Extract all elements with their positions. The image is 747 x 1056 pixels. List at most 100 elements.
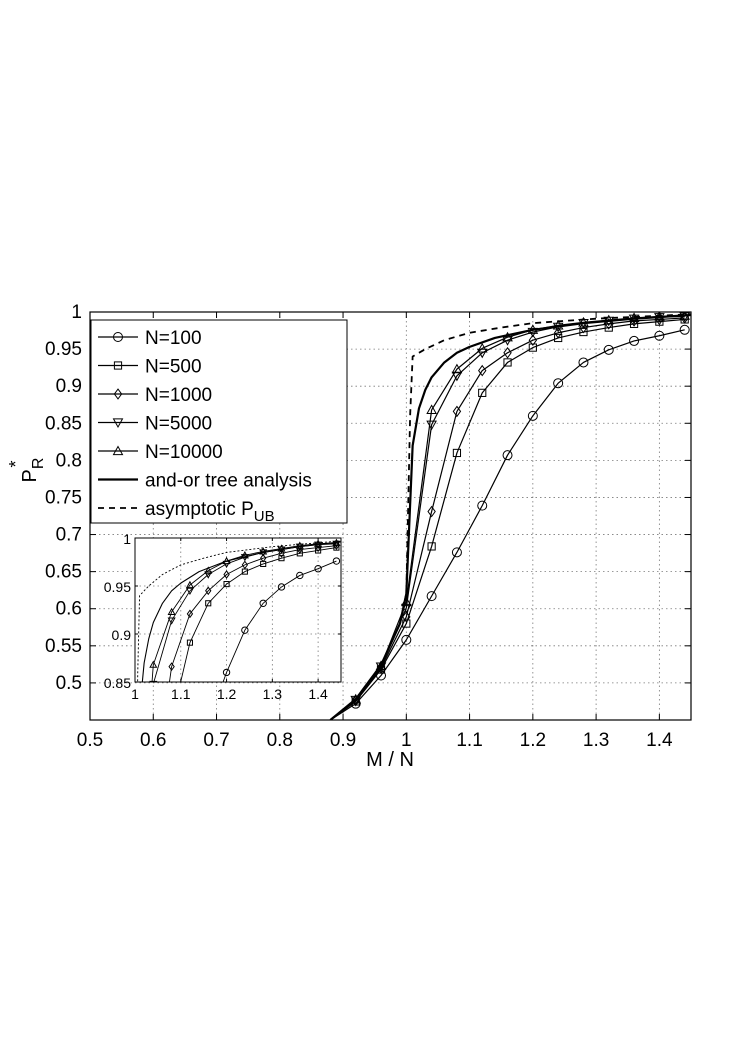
inset-ticks: 1 1.1 1.2 1.3 1.4 0.85 0.9 0.95 1	[104, 531, 341, 702]
legend-label-5: and-or tree analysis	[145, 471, 312, 492]
inset-background	[135, 538, 341, 682]
inset-series-point-0	[241, 626, 249, 634]
inset-grid	[135, 538, 341, 682]
main-series-point-4	[552, 319, 564, 330]
main-series-point-1	[528, 343, 537, 352]
main-series-point-2	[604, 318, 613, 330]
main-series-line-0	[330, 329, 685, 720]
legend-label-text-4: N=10000	[145, 442, 223, 463]
main-series-point-0	[629, 335, 640, 346]
main-series-point-1	[478, 388, 487, 397]
main-series-point-3	[527, 327, 539, 338]
inset-series-point-4	[185, 580, 194, 589]
main-y-tick-label: 0.6	[56, 599, 82, 620]
legend-box	[90, 319, 348, 524]
inset-x-tick-label: 1.3	[263, 686, 283, 702]
inset-series-point-0	[277, 583, 286, 591]
legend-label-2: N=1000	[145, 385, 212, 406]
legend-label-text-5: and-or tree analysis	[145, 471, 312, 492]
inset-series-point-1	[186, 639, 193, 646]
main-series-layer	[329, 312, 691, 720]
inset-x-tick-label: 1.2	[217, 686, 237, 702]
legend-label-text-2: N=1000	[145, 385, 212, 406]
main-series-point-1	[554, 333, 563, 343]
legend-label-4: N=10000	[145, 442, 223, 463]
inset-series-point-4	[295, 541, 304, 549]
main-series-point-0	[401, 634, 412, 645]
main-x-tick-label: 0.9	[330, 730, 356, 751]
main-series-line-1	[330, 318, 685, 720]
inset-series-line-6	[137, 540, 341, 682]
main-series-point-3	[476, 348, 488, 359]
inset-y-tick-label: 0.85	[104, 675, 131, 691]
legend-label-3: N=5000	[145, 414, 212, 435]
y-axis-label: PR *	[6, 458, 47, 483]
main-series-point-2	[452, 405, 462, 418]
main-series-line-2	[330, 317, 685, 720]
main-series-point-0	[477, 500, 488, 511]
inset-y-tick-label: 1	[123, 531, 131, 547]
legend-label-text-3: N=5000	[145, 414, 212, 435]
inset-series-point-0	[296, 571, 304, 580]
main-x-tick-label: 0.7	[203, 730, 229, 751]
inset-frame	[134, 537, 342, 683]
y-axis-label-main: P	[19, 469, 41, 482]
legend-marker-0	[113, 332, 123, 342]
inset-series-point-4	[204, 566, 213, 574]
main-y-tick-label: 0.75	[45, 487, 82, 508]
inset-y-tick-label: 0.95	[104, 579, 131, 595]
legend-label-text-1: N=500	[145, 357, 202, 378]
inset-series-point-3	[204, 571, 213, 579]
main-y-tick-label: 0.65	[45, 562, 82, 583]
inset-series-point-1	[205, 600, 212, 607]
inset-series-point-2	[259, 553, 267, 563]
inset-series-point-1	[278, 555, 285, 562]
main-x-tick-label: 1.1	[456, 730, 482, 751]
legend-label-text-6: asymptotic P	[145, 499, 254, 520]
main-series-point-4	[375, 660, 387, 670]
y-axis-label-sup: *	[6, 461, 26, 468]
main-series-point-0	[553, 378, 564, 389]
inset-series-point-0	[259, 599, 267, 607]
main-series-point-0	[603, 344, 614, 355]
y-axis-label-sub: R	[30, 458, 47, 470]
inset-series-layer	[137, 538, 341, 682]
main-series-point-0	[679, 324, 690, 335]
main-series-point-2	[528, 334, 538, 346]
inset-series-line-1	[180, 547, 337, 682]
main-x-tick-label: 1	[401, 730, 412, 751]
main-series-point-0	[527, 410, 538, 421]
inset-series-point-2	[205, 586, 212, 596]
inset-series-point-3	[332, 540, 341, 548]
main-series-point-0	[578, 357, 589, 368]
main-y-tick-label: 0.95	[45, 339, 82, 360]
main-series-point-1	[427, 542, 436, 551]
legend-marker-1	[113, 361, 123, 370]
legend-marker-2	[113, 388, 123, 400]
main-series-point-0	[426, 591, 437, 602]
main-y-tick-label: 0.55	[45, 636, 82, 657]
main-series-point-2	[478, 364, 487, 377]
legend-label-sub-6: UB	[254, 508, 275, 525]
inset-series-point-3	[167, 617, 176, 625]
inset-chart: 1 1.1 1.2 1.3 1.4 0.85 0.9 0.95 1	[104, 531, 342, 702]
legend-label-0: N=100	[145, 328, 202, 349]
main-series-point-3	[451, 371, 463, 382]
main-series-point-0	[451, 547, 462, 558]
main-ticks: 0.5 0.6 0.7 0.8 0.9 1 1.1 1.2 1.3 1.4 0.5 0.55 0.6 0.…	[45, 302, 691, 751]
main-series-point-3	[679, 312, 691, 322]
inset-series-point-3	[149, 680, 158, 682]
main-x-tick-label: 1.3	[583, 730, 609, 751]
legend-label-text-0: N=100	[145, 328, 202, 349]
main-x-tick-label: 0.8	[267, 730, 293, 751]
main-y-tick-label: 1	[71, 302, 82, 323]
main-series-point-0	[502, 450, 513, 461]
legend-label-1: N=500	[145, 357, 202, 378]
main-series-point-0	[654, 330, 665, 341]
x-axis-label: M / N	[366, 749, 414, 771]
inset-series-point-4	[259, 547, 268, 555]
main-series-point-2	[427, 505, 436, 518]
inset-series-point-0	[314, 565, 322, 573]
main-series-point-4	[451, 363, 463, 374]
